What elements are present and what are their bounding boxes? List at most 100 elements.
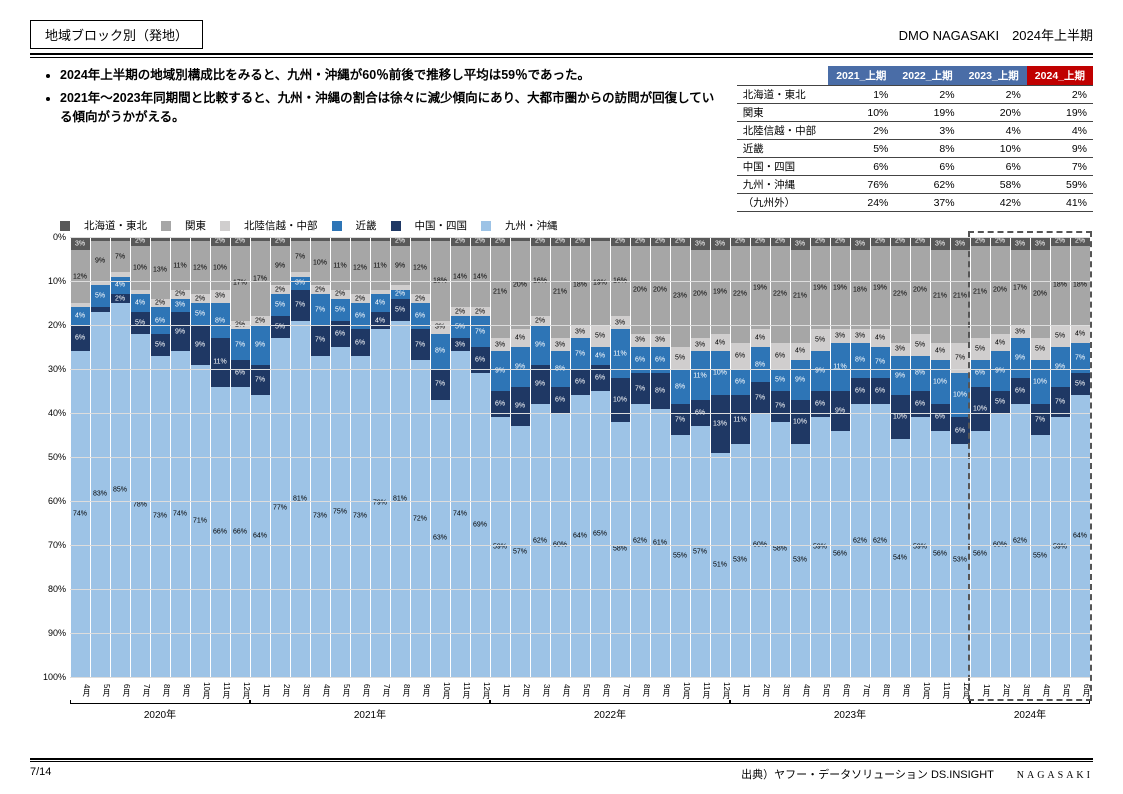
summary-col-header: 2023_上期 bbox=[961, 66, 1027, 86]
bar-segment-kyushu: 56% bbox=[971, 431, 990, 677]
bar-segment-chugoku: 7% bbox=[411, 329, 430, 360]
bar-segment-chugoku: 10% bbox=[891, 395, 910, 439]
bullet-item: 2024年上半期の地域別構成比をみると、九州・沖縄が60％前後で推移し平均は59… bbox=[60, 66, 717, 85]
y-tick: 80% bbox=[30, 584, 66, 594]
bar-segment-kinki: 8% bbox=[671, 369, 690, 404]
bar-segment-kinki: 9% bbox=[531, 325, 550, 365]
bar-segment-kanto: 9% bbox=[271, 246, 290, 286]
bar-segment-kinki: 8% bbox=[751, 347, 770, 382]
bar-segment-kinki: 5% bbox=[331, 299, 350, 321]
bar-segment-chugoku: 9% bbox=[171, 312, 190, 352]
bar-segment-hokuriku: 2% bbox=[451, 307, 470, 316]
bar-segment-kanto: 21% bbox=[791, 250, 810, 342]
bar-segment-chugoku: 5% bbox=[391, 299, 410, 321]
bar-segment-kyushu: 56% bbox=[831, 431, 850, 677]
x-month-label: 2月 bbox=[510, 679, 530, 701]
bar-segment-chugoku: 7% bbox=[771, 391, 790, 422]
bar-segment-hokuriku: 5% bbox=[671, 347, 690, 369]
bar-segment-hokuriku: 3% bbox=[691, 338, 710, 351]
x-month-label: 5月 bbox=[1050, 679, 1070, 701]
x-month-label: 1月 bbox=[730, 679, 750, 701]
bar-segment-kanto: 7% bbox=[291, 241, 310, 272]
bar-segment-kyushu: 81% bbox=[291, 321, 310, 677]
x-month-label: 3月 bbox=[530, 679, 550, 701]
x-month-label: 4月 bbox=[790, 679, 810, 701]
bar-segment-kanto: 20% bbox=[651, 246, 670, 334]
bar-segment-chugoku: 7% bbox=[671, 404, 690, 435]
x-month-label: 6月 bbox=[830, 679, 850, 701]
bar-segment-hokkaido: 2% bbox=[671, 237, 690, 246]
bar-segment-hokkaido: 2% bbox=[751, 237, 770, 246]
bar-segment-kyushu: 56% bbox=[931, 431, 950, 677]
x-month-label: 12月 bbox=[710, 679, 730, 701]
bar-segment-hokuriku: 2% bbox=[531, 316, 550, 325]
bar-segment-kanto: 20% bbox=[511, 241, 530, 329]
bar-segment-hokkaido: 2% bbox=[1071, 237, 1090, 246]
bar-segment-kinki: 7% bbox=[231, 329, 250, 360]
bar-segment-hokuriku: 3% bbox=[651, 334, 670, 347]
bar-segment-kanto: 12% bbox=[71, 250, 90, 303]
y-tick: 10% bbox=[30, 276, 66, 286]
bar-segment-kanto: 10% bbox=[311, 241, 330, 285]
bar-segment-hokkaido: 2% bbox=[611, 237, 630, 246]
footer-logo: NAGASAKI bbox=[1017, 770, 1093, 781]
bar-segment-kanto: 9% bbox=[391, 246, 410, 286]
x-month-label: 10月 bbox=[910, 679, 930, 701]
bar-segment-kinki: 9% bbox=[991, 351, 1010, 391]
bar-segment-kyushu: 62% bbox=[1011, 404, 1030, 677]
x-month-label: 3月 bbox=[1010, 679, 1030, 701]
bar-segment-hokkaido: 2% bbox=[271, 237, 290, 246]
bar-segment-kyushu: 62% bbox=[631, 404, 650, 677]
bar-segment-hokuriku: 2% bbox=[351, 294, 370, 303]
bar-segment-chugoku: 5% bbox=[1071, 373, 1090, 395]
summary-col-header: 2021_上期 bbox=[828, 66, 894, 86]
x-month-label: 9月 bbox=[410, 679, 430, 701]
legend-item: 関東 bbox=[161, 220, 206, 232]
bar-segment-hokkaido: 3% bbox=[711, 237, 730, 250]
bar-segment-chugoku: 6% bbox=[871, 378, 890, 404]
bar-segment-kinki: 8% bbox=[211, 303, 230, 338]
x-month-label: 7月 bbox=[850, 679, 870, 701]
bar-segment-kinki: 11% bbox=[611, 329, 630, 377]
bar-segment-hokkaido: 2% bbox=[971, 237, 990, 246]
y-tick: 50% bbox=[30, 452, 66, 462]
bar-segment-hokkaido: 2% bbox=[731, 237, 750, 246]
bar-segment-chugoku: 9% bbox=[511, 387, 530, 427]
x-month-label: 2月 bbox=[270, 679, 290, 701]
x-month-label: 12月 bbox=[230, 679, 250, 701]
summary-row: 中国・四国6%6%6%7% bbox=[737, 158, 1093, 176]
bar-segment-hokkaido: 2% bbox=[991, 237, 1010, 246]
bar-segment-kanto: 21% bbox=[951, 250, 970, 342]
bar-segment-kanto: 23% bbox=[671, 246, 690, 347]
x-month-label: 5月 bbox=[810, 679, 830, 701]
bar-segment-chugoku: 5% bbox=[271, 316, 290, 338]
bar-segment-kyushu: 74% bbox=[171, 351, 190, 677]
summary-col-header: 2024_上期 bbox=[1027, 66, 1093, 86]
bar-segment-hokuriku: 5% bbox=[911, 334, 930, 356]
x-year-group: 2020年 bbox=[70, 703, 250, 721]
bar-segment-hokkaido: 2% bbox=[1051, 237, 1070, 246]
bar-segment-kanto: 20% bbox=[991, 246, 1010, 334]
bar-segment-hokuriku: 3% bbox=[891, 343, 910, 356]
x-month-label: 9月 bbox=[890, 679, 910, 701]
bar-segment-hokkaido: 2% bbox=[131, 237, 150, 246]
bar-segment-kinki: 8% bbox=[851, 343, 870, 378]
bar-segment-hokuriku: 3% bbox=[491, 338, 510, 351]
bar-segment-chugoku: 4% bbox=[371, 312, 390, 330]
bar-segment-hokkaido: 2% bbox=[911, 237, 930, 246]
bar-segment-kinki: 8% bbox=[431, 334, 450, 369]
summary-row: 北海道・東北1%2%2%2% bbox=[737, 86, 1093, 104]
bar-segment-kyushu: 83% bbox=[91, 312, 110, 677]
x-month-label: 10月 bbox=[190, 679, 210, 701]
bar-segment-hokuriku: 3% bbox=[631, 334, 650, 347]
bar-segment-chugoku: 9% bbox=[831, 391, 850, 431]
bar-segment-hokuriku: 4% bbox=[711, 334, 730, 352]
x-month-label: 12月 bbox=[950, 679, 970, 701]
bar-segment-kanto: 19% bbox=[751, 246, 770, 330]
bar-segment-chugoku: 7% bbox=[751, 382, 770, 413]
bar-segment-kinki: 3% bbox=[171, 299, 190, 312]
bar-segment-chugoku: 11% bbox=[211, 338, 230, 386]
bar-segment-kinki: 7% bbox=[571, 338, 590, 369]
bar-segment-kinki: 7% bbox=[871, 347, 890, 378]
bar-segment-chugoku: 8% bbox=[651, 373, 670, 408]
